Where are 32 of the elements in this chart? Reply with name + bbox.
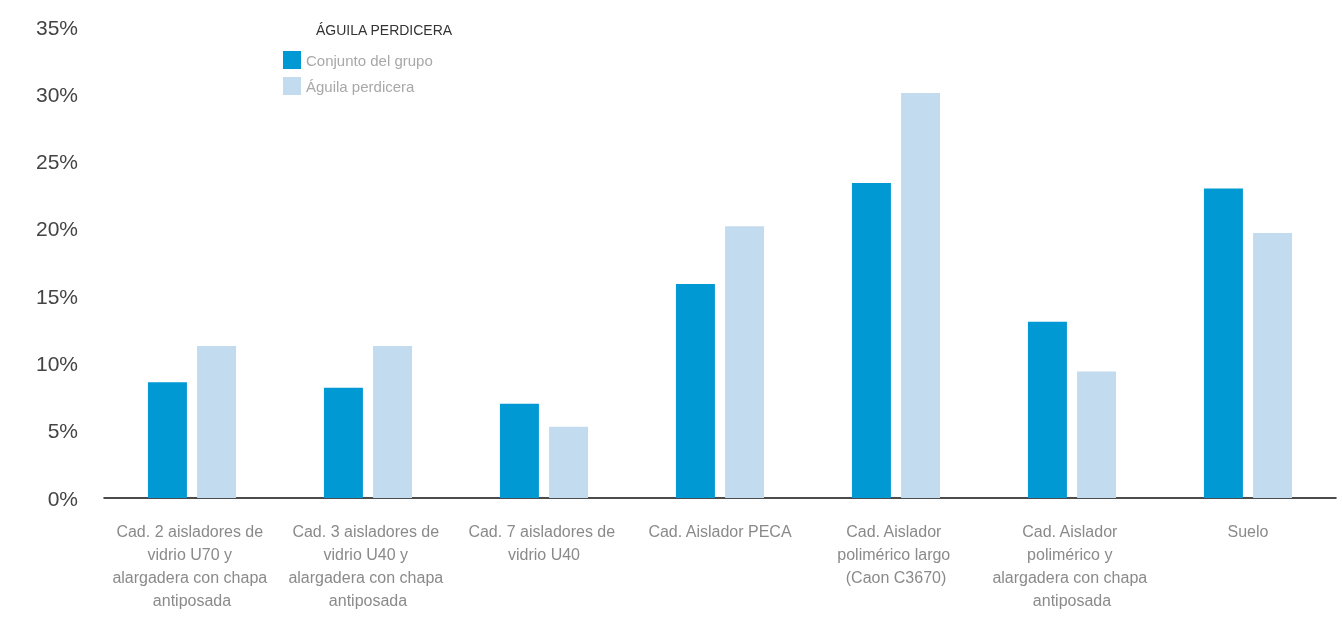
- bar: [549, 426, 589, 498]
- x-tick-label: Cad. Aislador polimérico y alargadera con chapa antiposada: [992, 523, 1152, 609]
- bar: [197, 345, 237, 498]
- bar: [675, 284, 715, 498]
- bar: [851, 183, 891, 498]
- y-tick-label: 25%: [35, 150, 78, 174]
- y-tick-label: 5%: [47, 419, 78, 443]
- bar: [1077, 371, 1117, 498]
- y-tick-label: 10%: [35, 351, 78, 375]
- x-tick-label: Cad. 2 aisladores de vidrio U70 y alargadera con chapa antiposada: [112, 523, 272, 609]
- x-tick-label: Cad. Aislador PECA: [648, 523, 792, 540]
- x-tick-label: Suelo: [1227, 523, 1269, 540]
- y-tick-label: 15%: [35, 284, 78, 308]
- y-tick-label: 0%: [47, 486, 78, 510]
- bar: [499, 403, 539, 498]
- bar: [901, 92, 941, 498]
- x-tick-label: Cad. Aislador polimérico largo (Caon C3670): [837, 523, 955, 586]
- x-tick-label: Cad. 3 aisladores de vidrio U40 y alargadera con chapa antiposada: [288, 523, 448, 609]
- bar: [725, 226, 765, 498]
- legend-label: Conjunto del grupo: [306, 51, 433, 69]
- bar: [1253, 232, 1293, 498]
- x-tick-label: Cad. 7 aisladores de vidrio U40: [468, 523, 620, 563]
- bar: [323, 387, 363, 498]
- bar: [147, 382, 187, 498]
- y-tick-label: 30%: [35, 82, 78, 106]
- bar: [1203, 188, 1243, 498]
- legend-label: Águila perdicera: [306, 77, 416, 95]
- y-tick-label: 20%: [35, 217, 78, 241]
- legend-title: ÁGUILA PERDICERA: [316, 22, 453, 38]
- bar: [1027, 321, 1067, 498]
- bar: [373, 345, 413, 498]
- y-tick-label: 35%: [35, 15, 78, 39]
